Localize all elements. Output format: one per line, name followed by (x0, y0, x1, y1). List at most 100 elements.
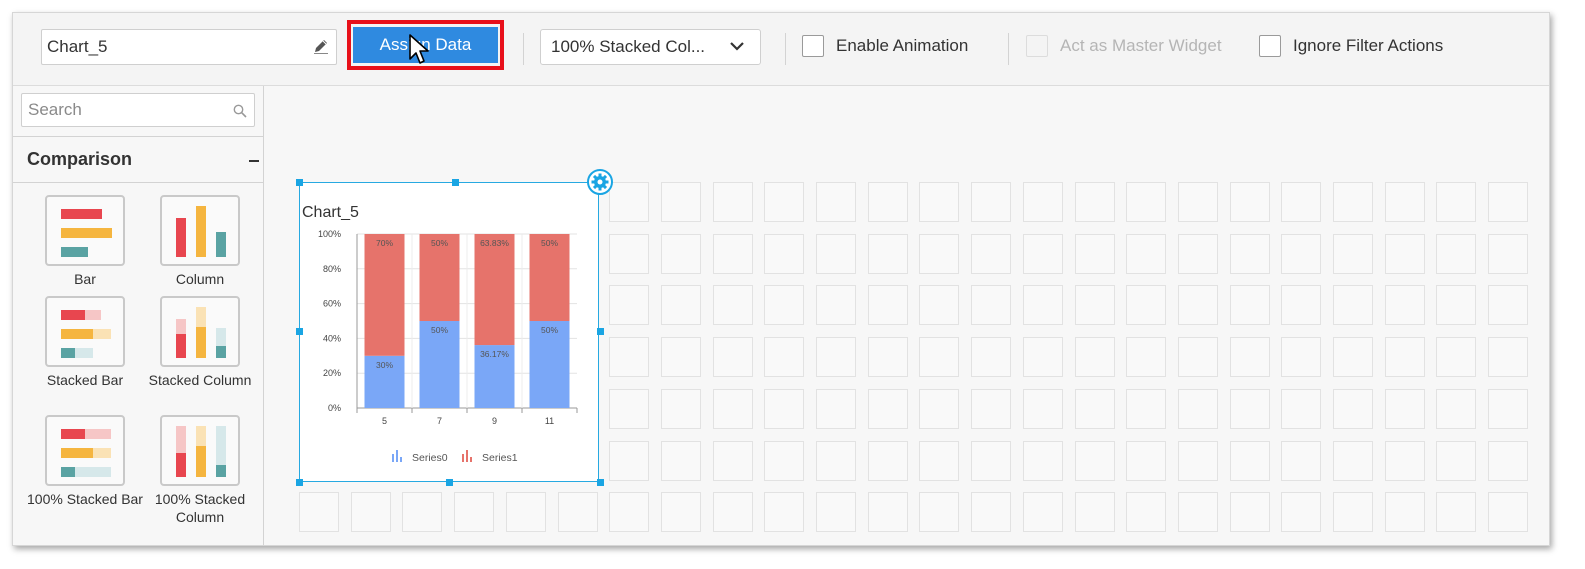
grid-cell[interactable] (1488, 233, 1529, 274)
grid-cell[interactable] (609, 492, 650, 533)
grid-cell[interactable] (1177, 285, 1218, 326)
grid-cell[interactable] (816, 182, 856, 222)
grid-cell[interactable] (971, 233, 1012, 274)
grid-cell[interactable] (1333, 285, 1373, 326)
grid-cell[interactable] (1126, 182, 1167, 222)
grid-cell[interactable] (1384, 337, 1425, 378)
grid-cell[interactable] (1488, 285, 1529, 326)
grid-cell[interactable] (609, 182, 650, 222)
resize-handle[interactable] (446, 479, 453, 486)
grid-cell[interactable] (764, 337, 805, 378)
assign-data-button[interactable]: Assign Data (353, 27, 498, 63)
grid-cell[interactable] (712, 182, 753, 222)
grid-cell[interactable] (660, 337, 701, 378)
grid-cell[interactable] (1229, 233, 1270, 274)
grid-cell[interactable] (919, 233, 960, 274)
grid-cell[interactable] (1074, 388, 1115, 429)
enable-animation-checkbox[interactable] (802, 35, 824, 57)
resize-handle[interactable] (296, 479, 303, 486)
grid-cell[interactable] (764, 492, 805, 533)
grid-cell[interactable] (816, 233, 856, 274)
grid-cell[interactable] (712, 492, 753, 533)
grid-cell[interactable] (971, 388, 1012, 429)
grid-cell[interactable] (867, 233, 908, 274)
resize-handle[interactable] (597, 328, 604, 335)
grid-cell[interactable] (1488, 182, 1529, 222)
resize-handle[interactable] (452, 179, 459, 186)
grid-cell[interactable] (867, 388, 908, 429)
grid-cell[interactable] (1384, 492, 1425, 533)
grid-cell[interactable] (712, 285, 753, 326)
grid-cell[interactable] (1229, 285, 1270, 326)
grid-cell[interactable] (1022, 492, 1063, 533)
grid-cell[interactable] (1126, 285, 1167, 326)
grid-cell[interactable] (971, 440, 1012, 481)
resize-handle[interactable] (296, 179, 303, 186)
widget-name-field[interactable]: Chart_5 (41, 29, 337, 65)
grid-cell[interactable] (660, 440, 701, 481)
grid-cell[interactable] (505, 492, 546, 533)
chart-widget[interactable]: 0% 20% 40% 60% 80% 100% 30% 70% 5 50% 50% 7 36.17% 63… (299, 182, 599, 482)
grid-cell[interactable] (1229, 440, 1270, 481)
grid-cell[interactable] (1022, 285, 1063, 326)
grid-cell[interactable] (1074, 285, 1115, 326)
grid-cell[interactable] (1384, 440, 1425, 481)
grid-cell[interactable] (660, 182, 701, 222)
grid-cell[interactable] (1488, 388, 1529, 429)
grid-cell[interactable] (1333, 388, 1373, 429)
collapse-icon[interactable] (249, 160, 259, 162)
grid-cell[interactable] (1333, 440, 1373, 481)
grid-cell[interactable] (764, 388, 805, 429)
grid-cell[interactable] (402, 492, 443, 533)
grid-cell[interactable] (867, 285, 908, 326)
grid-cell[interactable] (660, 492, 701, 533)
grid-cell[interactable] (1177, 337, 1218, 378)
grid-cell[interactable] (1488, 492, 1529, 533)
grid-cell[interactable] (764, 182, 805, 222)
grid-cell[interactable] (1074, 337, 1115, 378)
grid-cell[interactable] (609, 285, 650, 326)
grid-cell[interactable] (1126, 233, 1167, 274)
grid-cell[interactable] (299, 492, 339, 533)
grid-cell[interactable] (350, 492, 391, 533)
grid-cell[interactable] (1229, 388, 1270, 429)
grid-cell[interactable] (971, 182, 1012, 222)
grid-cell[interactable] (1126, 337, 1167, 378)
grid-cell[interactable] (1074, 233, 1115, 274)
grid-cell[interactable] (1177, 388, 1218, 429)
grid-cell[interactable] (919, 388, 960, 429)
search-input[interactable] (28, 99, 228, 121)
grid-cell[interactable] (1333, 182, 1373, 222)
grid-cell[interactable] (1436, 182, 1477, 222)
grid-cell[interactable] (1126, 440, 1167, 481)
grid-cell[interactable] (609, 233, 650, 274)
grid-cell[interactable] (971, 337, 1012, 378)
grid-cell[interactable] (1281, 285, 1322, 326)
category-header[interactable]: Comparison (27, 149, 133, 169)
grid-cell[interactable] (1384, 388, 1425, 429)
grid-cell[interactable] (1488, 337, 1529, 378)
grid-cell[interactable] (1333, 233, 1373, 274)
grid-cell[interactable] (1177, 233, 1218, 274)
grid-cell[interactable] (712, 337, 753, 378)
ignore-filter-checkbox[interactable] (1259, 35, 1281, 57)
grid-cell[interactable] (1333, 337, 1373, 378)
grid-cell[interactable] (1126, 388, 1167, 429)
grid-cell[interactable] (712, 440, 753, 481)
grid-cell[interactable] (764, 233, 805, 274)
grid-cell[interactable] (1177, 440, 1218, 481)
grid-cell[interactable] (1126, 492, 1167, 533)
grid-cell[interactable] (867, 182, 908, 222)
grid-cell[interactable] (660, 233, 701, 274)
grid-cell[interactable] (557, 492, 598, 533)
grid-cell[interactable] (454, 492, 495, 533)
grid-cell[interactable] (660, 388, 701, 429)
grid-cell[interactable] (1281, 233, 1322, 274)
grid-cell[interactable] (816, 492, 856, 533)
grid-cell[interactable] (1436, 388, 1477, 429)
grid-cell[interactable] (712, 233, 753, 274)
chart-type-dropdown[interactable]: 100% Stacked Col... (540, 29, 761, 65)
grid-cell[interactable] (919, 492, 960, 533)
grid-cell[interactable] (609, 440, 650, 481)
widget-tile-stacked-bar[interactable] (45, 296, 125, 367)
